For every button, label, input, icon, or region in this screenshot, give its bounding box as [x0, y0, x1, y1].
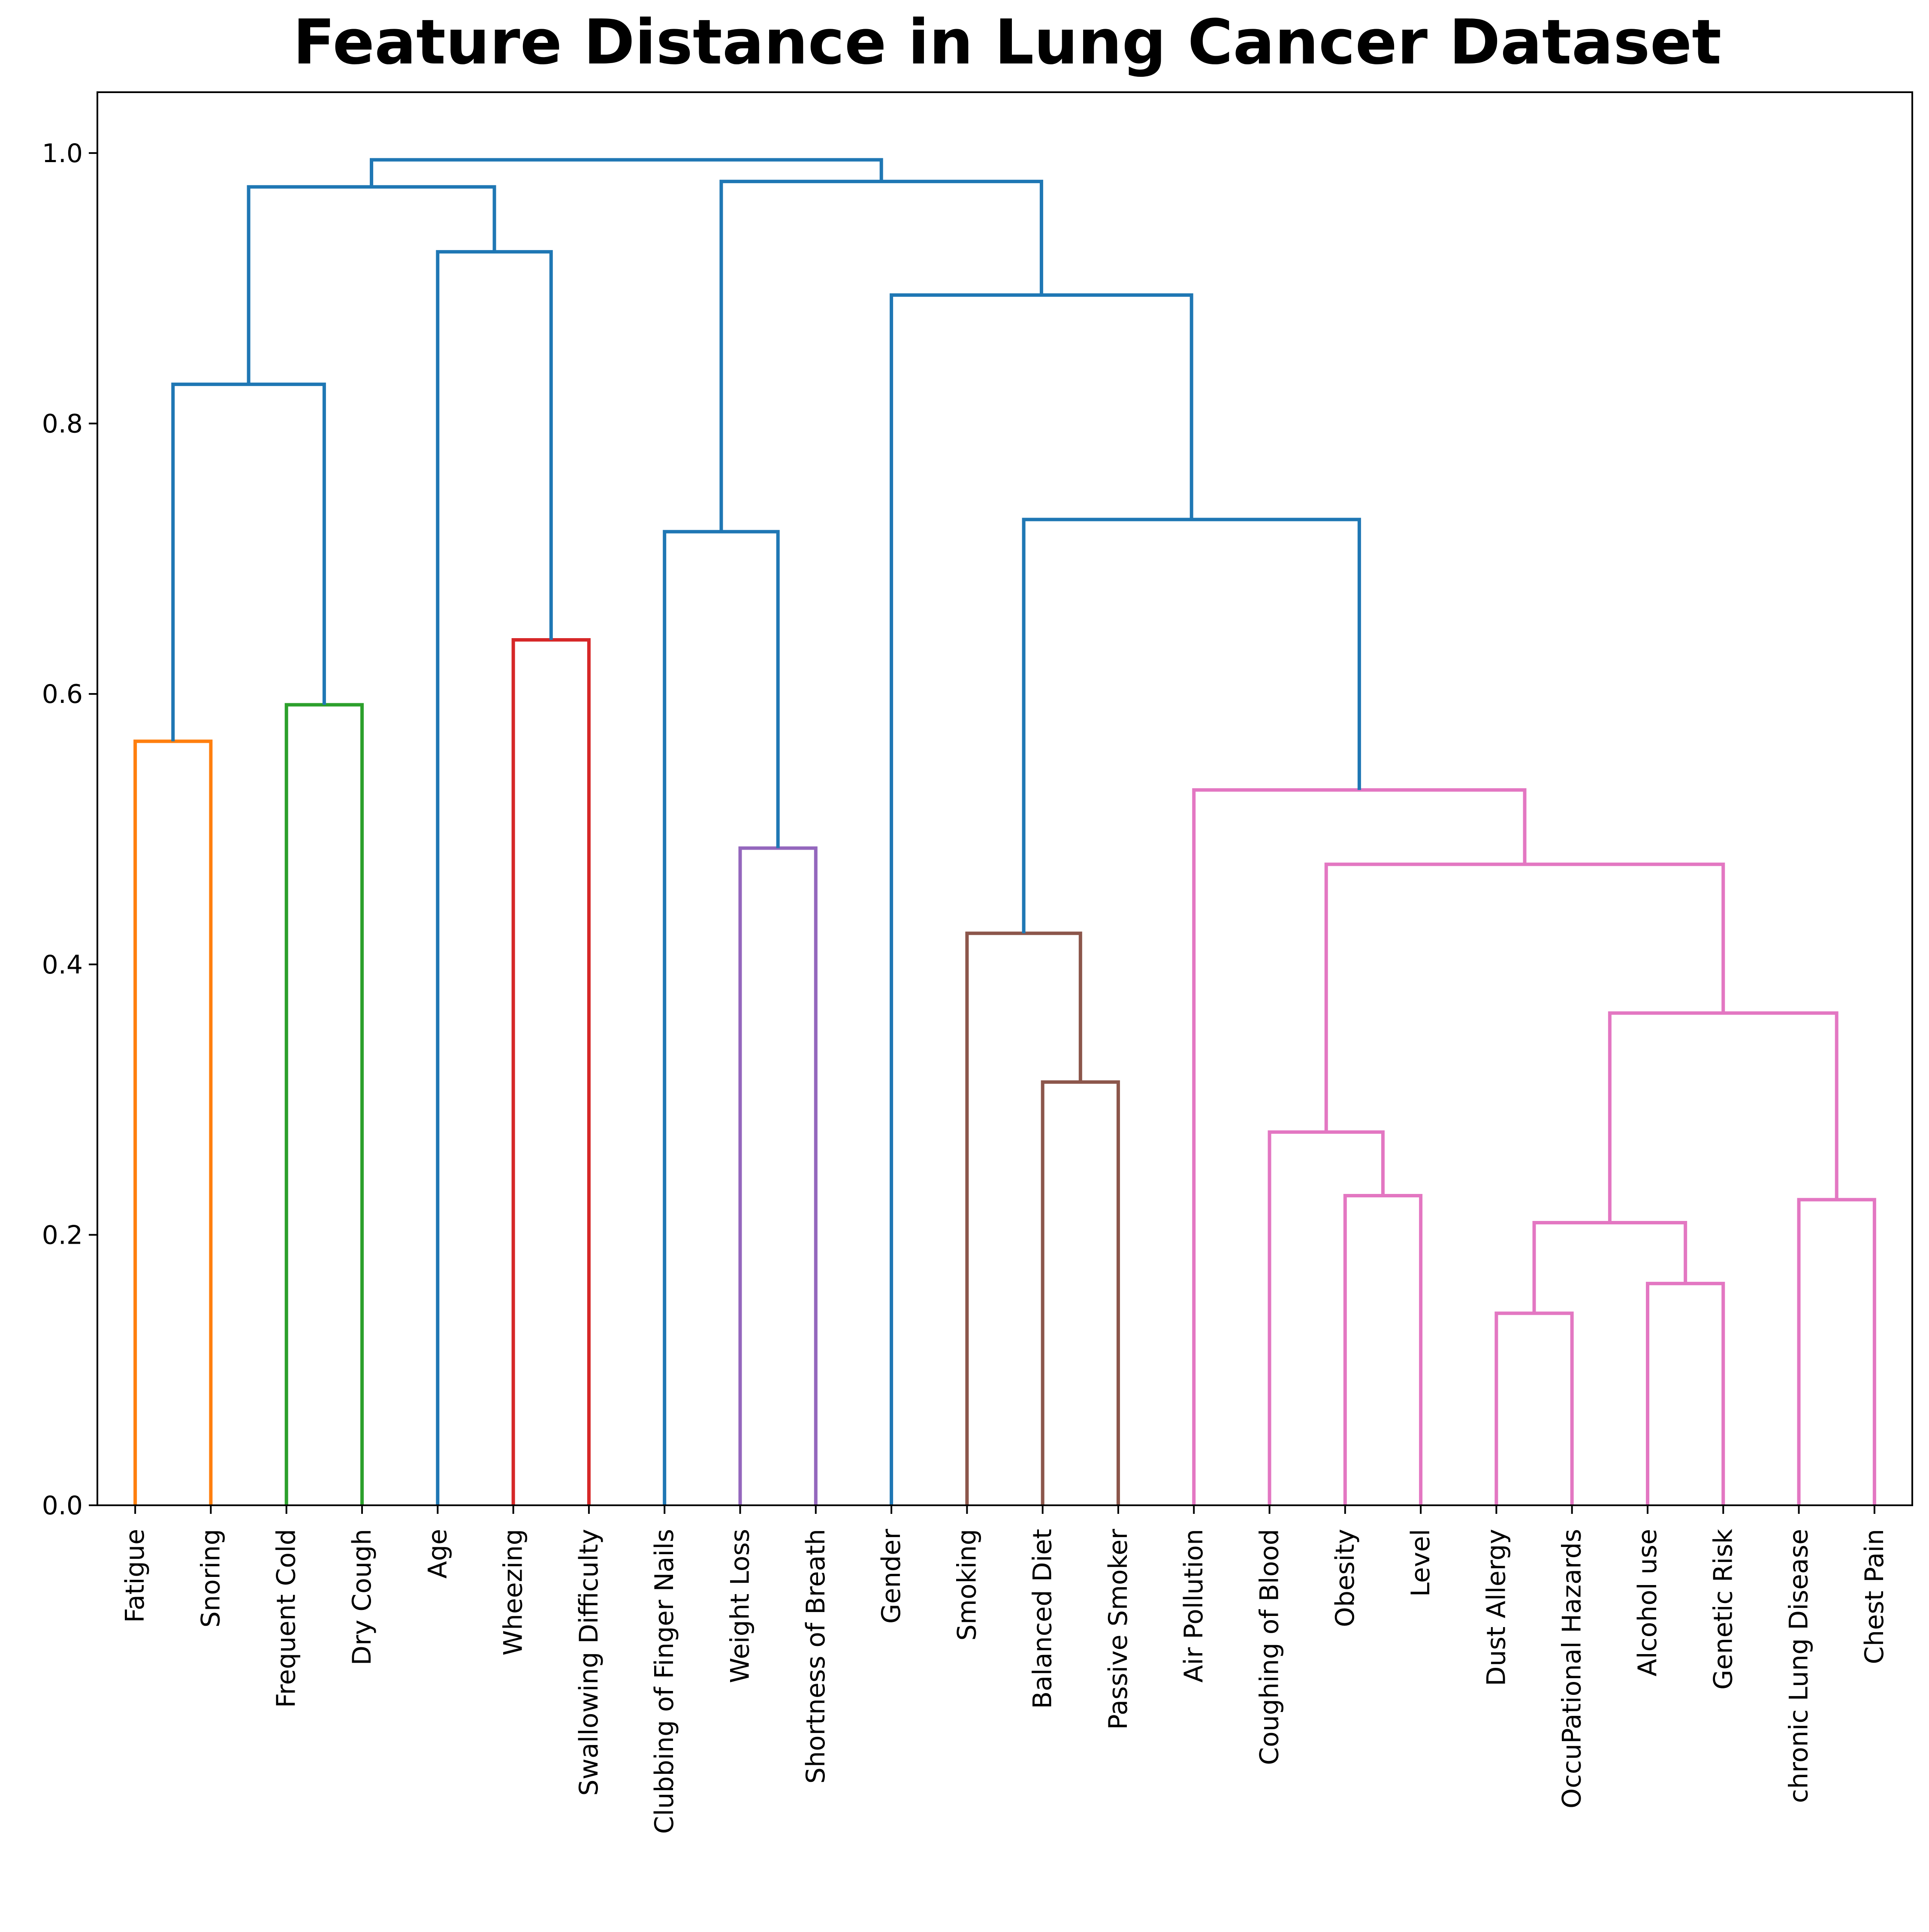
leaf-label: Smoking [952, 1529, 982, 1641]
leaf-label: Balanced Diet [1028, 1529, 1058, 1709]
dendrogram-link-c2 [284, 703, 364, 1505]
y-tick-label: 1.0 [42, 139, 83, 169]
dendrogram-link-c3 [511, 638, 591, 1505]
leaf-label: Wheezing [498, 1529, 528, 1655]
leaf-label: Obesity [1330, 1529, 1360, 1627]
dendrogram-link-c21 [436, 250, 553, 1505]
leaf-label: Chest Pain [1860, 1529, 1890, 1664]
leaf-label: Snoring [196, 1529, 226, 1628]
dendrogram-link-c13 [1608, 1011, 1838, 1223]
leaf-label: Weight Loss [725, 1529, 755, 1683]
leaf-label: chronic Lung Disease [1784, 1529, 1814, 1803]
y-tick-label: 0.8 [42, 409, 83, 439]
axes [97, 91, 1913, 1506]
x-axis-leaf-labels: Fatigue Snoring Frequent Cold Dry Cough Age W… [120, 1505, 1890, 1834]
dendrogram-link-c9 [1494, 1311, 1574, 1505]
dendrogram-link-c5 [1041, 1080, 1120, 1505]
chart-title: Feature Distance in Lung Cancer Dataset [293, 6, 1721, 78]
dendrogram-link-c7 [1343, 1194, 1423, 1505]
dendrogram-link-c22 [247, 185, 496, 385]
dendrogram-link-c20 [171, 383, 326, 741]
leaf-label: Dust Allergy [1481, 1529, 1511, 1686]
leaf-label: Dry Cough [347, 1529, 377, 1665]
dendrogram-link-c4 [738, 846, 818, 1505]
y-tick-label: 0.4 [42, 950, 83, 980]
leaf-label: Age [423, 1529, 453, 1579]
leaf-label: Gender [876, 1529, 906, 1624]
y-axis-ticks: 0.0 0.2 0.4 0.6 0.8 1.0 [42, 139, 97, 1521]
leaf-label: Frequent Cold [272, 1529, 302, 1708]
y-tick-label: 0.0 [42, 1491, 83, 1521]
dendrogram-link-c12 [1797, 1198, 1876, 1505]
leaf-label: Air Pollution [1179, 1529, 1209, 1683]
leaf-label: Swallowing Difficulty [574, 1529, 604, 1796]
leaf-label: Fatigue [120, 1529, 150, 1623]
leaf-label: Coughing of Blood [1255, 1529, 1285, 1765]
axes-frame [97, 91, 1913, 1506]
leaf-label: Shortness of Breath [801, 1529, 831, 1784]
y-tick-label: 0.6 [42, 679, 83, 709]
leaf-label: Level [1406, 1529, 1436, 1597]
dendrogram-link-c14 [1324, 862, 1725, 1132]
leaf-label: Clubbing of Finger Nails [649, 1529, 679, 1834]
dendrogram-link-c23 [370, 158, 883, 187]
leaf-label: Passive Smoker [1103, 1529, 1133, 1730]
leaf-label: Alcohol use [1633, 1529, 1663, 1676]
dendrogram-links [133, 158, 1876, 1505]
leaf-label: Genetic Risk [1708, 1529, 1738, 1690]
y-tick-label: 0.2 [42, 1220, 83, 1250]
leaf-label: OccuPational Hazards [1557, 1529, 1587, 1808]
